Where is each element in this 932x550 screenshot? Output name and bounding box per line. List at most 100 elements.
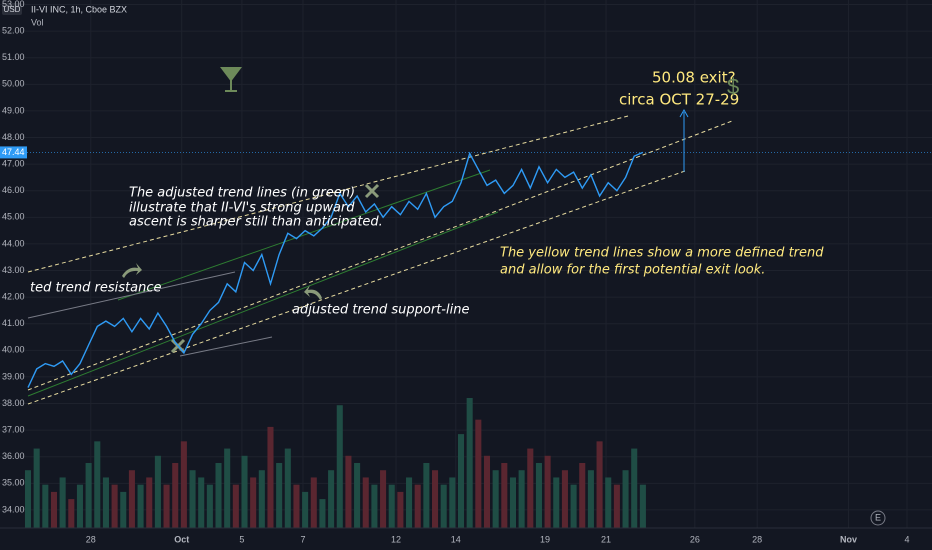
volume-bar [232,484,239,528]
volume-bar [319,499,326,528]
x-tick-label: 4 [905,534,910,544]
volume-bar [475,419,482,528]
y-tick-label: 42.00 [2,291,25,301]
icons [122,67,886,526]
y-tick-label: 53.00 [2,0,25,9]
volume-bar [371,484,378,528]
volume-bar [68,499,75,528]
trend-line [179,336,273,357]
volume-bar [241,455,248,528]
green-trend-line [117,169,491,301]
annotation: circa OCT 27-29 [619,91,739,109]
volume-label: Vol [31,17,44,27]
volume-bar [553,477,560,528]
y-tick-label: 44.00 [2,238,25,248]
x-tick-label: 14 [451,534,461,544]
volume-bar [527,448,534,528]
volume-bar [50,491,58,528]
volume-bar [579,463,586,528]
volume-bar [544,455,551,528]
annotation: and allow for the first potential exit l… [500,263,765,278]
volume-bar [440,484,447,528]
y-tick-label: 50.00 [2,79,25,89]
volume-bar [336,405,343,528]
volume-bar [596,441,603,528]
earnings-icon [870,510,886,526]
y-tick-label: 48.00 [2,132,25,142]
annotation: adjusted trend support-line [292,303,469,318]
volume-bar [457,434,465,528]
volume-bar [423,463,430,528]
price-tag-label: 47.44 [2,147,25,157]
y-tick-label: 34.00 [2,504,25,514]
y-tick-label: 47.00 [2,158,25,168]
y-tick-label: 35.00 [2,478,25,488]
volume-bar [622,470,629,528]
volume-bar [59,477,66,528]
volume-bar [501,463,508,528]
volume-bar [163,484,170,528]
volume-bar [276,463,283,528]
volume-bar [397,491,404,528]
currency: USD [4,5,21,14]
y-tick-label: 40.00 [2,345,25,355]
volume-bar [76,484,83,528]
volume-bar [354,463,361,528]
y-tick-label: 36.00 [2,451,25,461]
volume [24,398,646,528]
volume-bar [535,463,542,528]
volume-bar [24,470,32,528]
trend-line [27,115,629,273]
volume-bar [258,470,265,528]
y-tick-label: 46.00 [2,185,25,195]
x-tick-label: 5 [239,534,244,544]
volume-bar [570,484,577,528]
volume-bar [284,448,291,528]
volume-bar [267,426,274,528]
volume-bar [102,477,109,528]
y-tick-label: 38.00 [2,398,25,408]
x-mark [364,183,380,199]
x-tick-label: 19 [540,534,550,544]
trend-line [27,271,236,319]
volume-bar [414,484,421,528]
y-tick-label: 37.00 [2,424,25,434]
volume-bar [120,491,127,528]
volume-bar [85,463,92,528]
y-tick-label: 41.00 [2,318,25,328]
volume-bar [613,484,620,528]
volume-bar [215,463,222,528]
volume-bar [466,398,473,528]
green-trend-line [27,211,499,397]
volume-bar [431,470,439,528]
y-tick-label: 43.00 [2,265,25,275]
trend-lines [27,108,733,405]
currency-badge [2,3,22,15]
price-line [27,151,644,388]
volume-bar [42,484,49,528]
x-tick-label: 7 [300,534,305,544]
y-tick-label: 52.00 [2,25,25,35]
volume-bar [154,455,161,528]
plot [0,151,932,388]
x-tick-label: 28 [86,534,96,544]
volume-bar [509,477,517,528]
arrow-icon [122,263,142,278]
x-tick-label: 28 [752,534,762,544]
volume-bar [449,477,456,528]
volume-bar [380,470,387,528]
volume-bar [293,484,300,528]
volume-bar [198,477,205,528]
volume-bar [406,477,413,528]
volume-bar [362,477,369,528]
volume-bar [302,491,309,528]
x-tick-label: 21 [601,534,611,544]
y-tick-label: 39.00 [2,371,25,381]
volume-bar [483,455,491,528]
x-tick-label: Nov [840,534,857,544]
annotation: ascent is sharper still than anticipated… [129,215,383,230]
volume-bar [518,470,525,528]
volume-bar [492,470,499,528]
volume-bar [587,470,594,528]
volume-bar [639,484,646,528]
